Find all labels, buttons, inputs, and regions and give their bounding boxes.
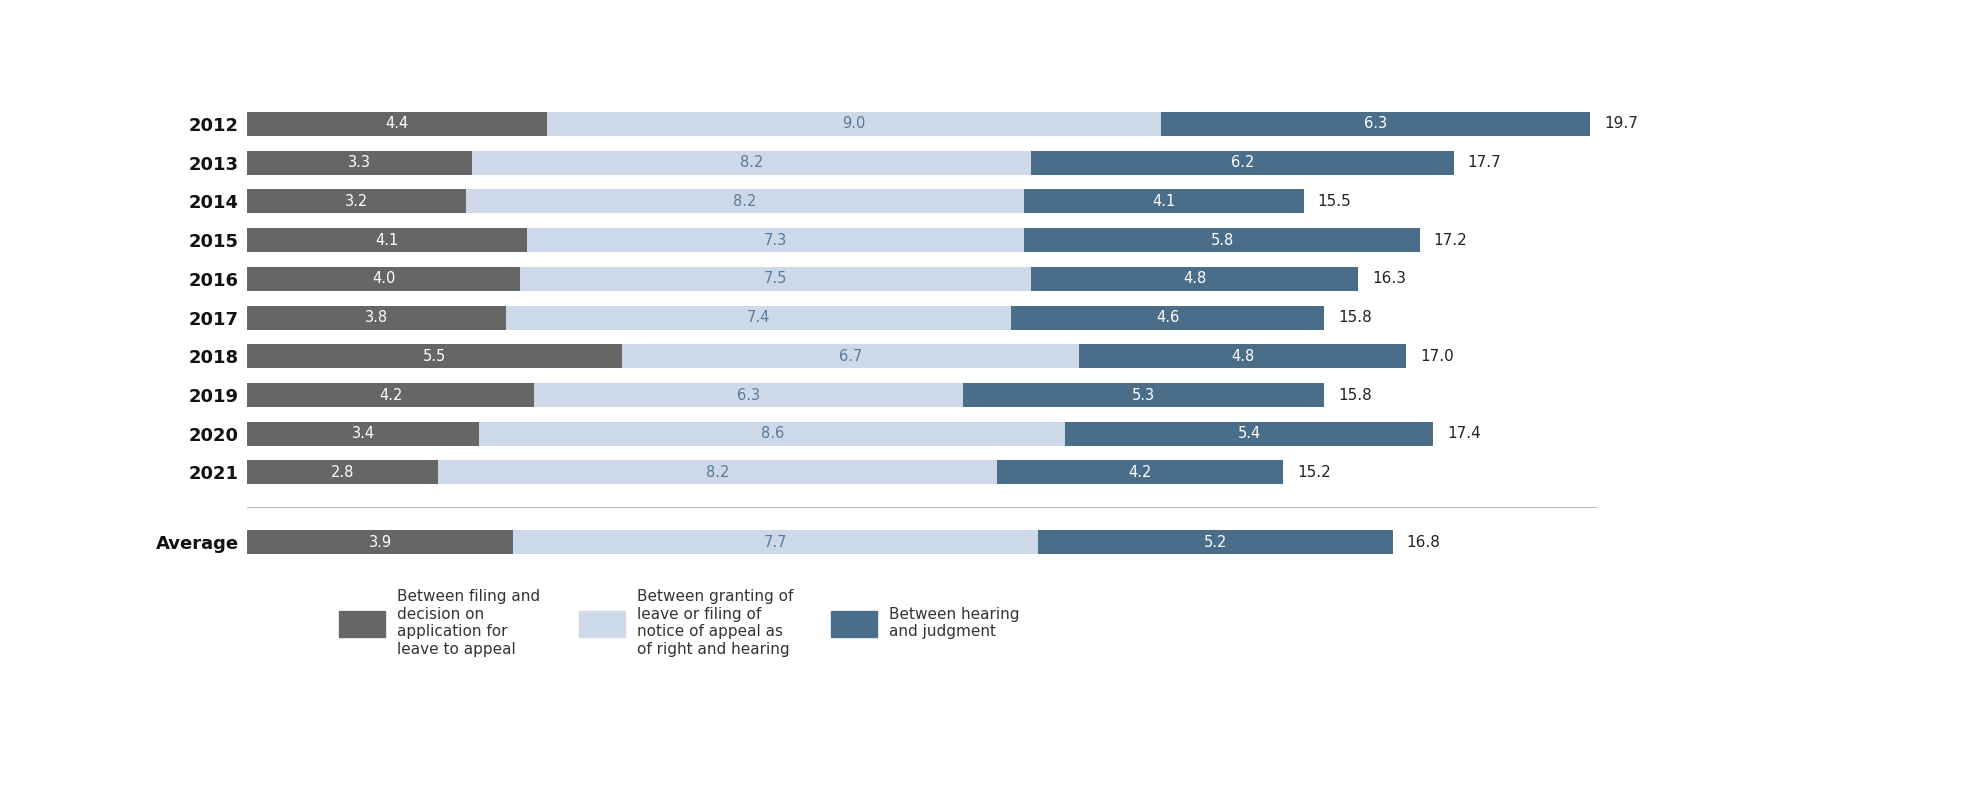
Text: 8.2: 8.2 xyxy=(734,194,756,209)
Text: 3.2: 3.2 xyxy=(344,194,368,209)
Bar xyxy=(479,422,1065,445)
Text: 6.7: 6.7 xyxy=(839,349,863,364)
Bar xyxy=(473,151,1031,174)
Text: 4.0: 4.0 xyxy=(372,271,396,286)
Text: 3.4: 3.4 xyxy=(352,426,374,441)
Text: 5.2: 5.2 xyxy=(1203,535,1227,550)
Text: 16.8: 16.8 xyxy=(1407,535,1441,550)
Bar xyxy=(1162,112,1591,136)
Text: 4.2: 4.2 xyxy=(1128,465,1152,480)
Text: 17.4: 17.4 xyxy=(1447,426,1480,441)
Text: 15.2: 15.2 xyxy=(1296,465,1330,480)
Bar xyxy=(621,345,1079,368)
Bar xyxy=(247,112,548,136)
Bar xyxy=(247,151,473,174)
Bar xyxy=(247,190,465,213)
Bar xyxy=(1031,151,1455,174)
Bar xyxy=(1025,228,1419,252)
Bar xyxy=(1011,306,1324,329)
Text: 8.2: 8.2 xyxy=(707,465,730,480)
Text: 3.8: 3.8 xyxy=(366,310,388,325)
Text: 3.3: 3.3 xyxy=(348,155,372,170)
Text: 15.8: 15.8 xyxy=(1338,387,1371,403)
Text: 3.9: 3.9 xyxy=(368,535,392,550)
Bar xyxy=(1031,267,1358,291)
Text: 2.8: 2.8 xyxy=(330,465,354,480)
Text: 6.2: 6.2 xyxy=(1231,155,1255,170)
Text: 17.7: 17.7 xyxy=(1468,155,1502,170)
Text: 5.8: 5.8 xyxy=(1211,232,1233,248)
Bar xyxy=(247,422,479,445)
Bar xyxy=(526,228,1025,252)
Bar xyxy=(247,461,437,484)
Legend: Between filing and
decision on
application for
leave to appeal, Between granting: Between filing and decision on applicati… xyxy=(338,589,1019,657)
Text: 8.2: 8.2 xyxy=(740,155,764,170)
Bar xyxy=(1079,345,1407,368)
Bar xyxy=(465,190,1025,213)
Text: 4.8: 4.8 xyxy=(1231,349,1255,364)
Text: 7.3: 7.3 xyxy=(764,232,788,248)
Text: 15.8: 15.8 xyxy=(1338,310,1371,325)
Text: 4.4: 4.4 xyxy=(386,116,410,132)
Bar xyxy=(247,306,507,329)
Bar xyxy=(437,461,997,484)
Text: 4.6: 4.6 xyxy=(1156,310,1179,325)
Bar xyxy=(1025,190,1304,213)
Text: 17.0: 17.0 xyxy=(1419,349,1453,364)
Text: 7.7: 7.7 xyxy=(764,535,788,550)
Text: 5.5: 5.5 xyxy=(424,349,447,364)
Text: 16.3: 16.3 xyxy=(1371,271,1407,286)
Text: 4.2: 4.2 xyxy=(378,387,402,403)
Bar xyxy=(247,345,621,368)
Bar xyxy=(1065,422,1433,445)
Text: 7.5: 7.5 xyxy=(764,271,788,286)
Text: 19.7: 19.7 xyxy=(1603,116,1639,132)
Text: 15.5: 15.5 xyxy=(1318,194,1352,209)
Text: 5.3: 5.3 xyxy=(1132,387,1156,403)
Text: 5.4: 5.4 xyxy=(1237,426,1261,441)
Text: 4.1: 4.1 xyxy=(1152,194,1176,209)
Bar xyxy=(247,267,520,291)
Bar xyxy=(507,306,1011,329)
Text: 6.3: 6.3 xyxy=(736,387,760,403)
Bar xyxy=(247,530,513,554)
Bar xyxy=(247,228,526,252)
Text: 9.0: 9.0 xyxy=(843,116,865,132)
Text: 8.6: 8.6 xyxy=(760,426,784,441)
Text: 17.2: 17.2 xyxy=(1433,232,1466,248)
Bar xyxy=(247,383,534,407)
Text: 7.4: 7.4 xyxy=(746,310,770,325)
Bar xyxy=(997,461,1284,484)
Bar xyxy=(534,383,964,407)
Bar xyxy=(520,267,1031,291)
Bar xyxy=(548,112,1162,136)
Bar xyxy=(964,383,1324,407)
Bar xyxy=(1039,530,1393,554)
Text: 6.3: 6.3 xyxy=(1364,116,1387,132)
Bar xyxy=(513,530,1039,554)
Text: 4.1: 4.1 xyxy=(376,232,398,248)
Text: 4.8: 4.8 xyxy=(1183,271,1207,286)
